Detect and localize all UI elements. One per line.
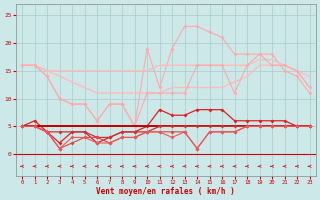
X-axis label: Vent moyen/en rafales ( km/h ): Vent moyen/en rafales ( km/h ) — [96, 187, 235, 196]
